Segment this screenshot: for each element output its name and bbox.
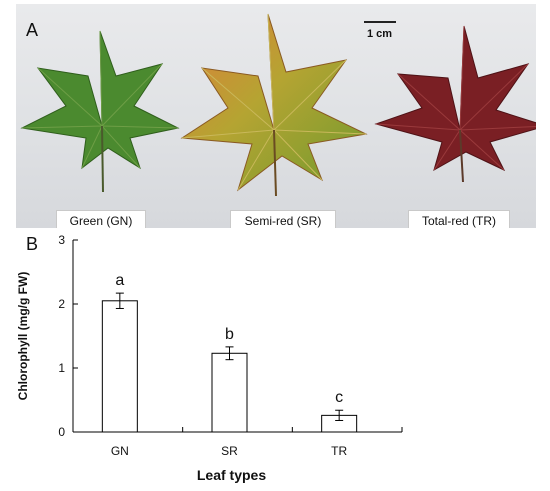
leaf-illustrations [20,13,536,197]
total-red-leaf-image [374,25,536,183]
panel-b-label: B [26,234,38,254]
y-tick-label: 3 [58,233,65,247]
x-tick-label: GN [111,444,129,458]
caption-total-red: Total-red (TR) [408,210,510,228]
chlorophyll-bar-chart: B 0 1 2 3 Chlorophyll (mg/g FW) a GN b SR c TR Leaf… [16,233,403,483]
scale-bar [364,21,396,23]
caption-green: Green (GN) [56,210,146,228]
significance-letter: b [225,326,234,343]
x-tick-label: TR [331,444,347,458]
bar [211,352,248,433]
leaf-photo-panel: A 1 cm Gree [16,4,536,228]
chart-plot-area: 0 1 2 3 Chlorophyll (mg/g FW) a GN b SR c TR Leaf t… [16,233,403,483]
y-tick-label: 0 [58,425,65,439]
significance-letter: c [335,389,343,406]
panel-a-label: A [26,20,39,40]
caption-semi-red: Semi-red (SR) [230,210,336,228]
significance-letter: a [115,272,124,289]
semi-red-leaf-image [180,13,368,197]
scale-bar-label: 1 cm [367,28,393,40]
y-tick-label: 1 [58,361,65,375]
x-axis-title: Leaf types [197,467,266,483]
green-leaf-image [20,30,180,193]
y-axis-title: Chlorophyll (mg/g FW) [16,272,30,401]
bar [101,300,138,433]
x-tick-label: SR [221,444,238,458]
y-tick-label: 2 [58,297,65,311]
